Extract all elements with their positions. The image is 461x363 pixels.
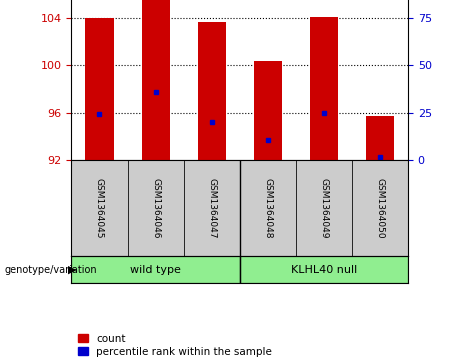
Bar	[240, 160, 296, 256]
Legend: count, percentile rank within the sample: count, percentile rank within the sample	[77, 333, 273, 358]
Text: GSM1364049: GSM1364049	[319, 178, 328, 238]
Text: GSM1364047: GSM1364047	[207, 178, 216, 238]
Text: GSM1364050: GSM1364050	[375, 178, 384, 238]
Bar	[142, 0, 170, 160]
Bar	[85, 18, 113, 160]
Bar	[296, 160, 352, 256]
Text: genotype/variation: genotype/variation	[5, 265, 97, 274]
Text: GSM1364045: GSM1364045	[95, 178, 104, 238]
Bar	[254, 61, 282, 160]
Bar	[71, 256, 240, 283]
Text: KLHL40 null: KLHL40 null	[291, 265, 357, 274]
Text: GSM1364046: GSM1364046	[151, 178, 160, 238]
Bar	[310, 17, 338, 160]
Bar	[366, 116, 394, 160]
Bar	[71, 160, 128, 256]
Bar	[198, 22, 226, 160]
Bar	[352, 160, 408, 256]
Bar	[128, 160, 183, 256]
Bar	[240, 256, 408, 283]
Text: ▶: ▶	[68, 265, 77, 274]
Text: wild type: wild type	[130, 265, 181, 274]
Text: GSM1364048: GSM1364048	[263, 178, 272, 238]
Bar	[183, 160, 240, 256]
